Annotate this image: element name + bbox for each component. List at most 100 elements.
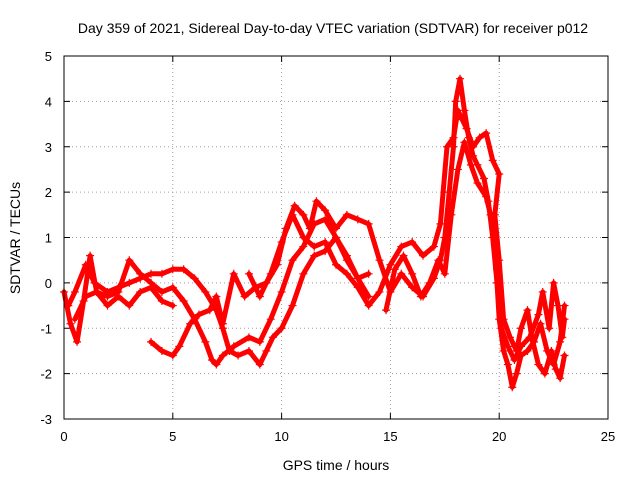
data-point <box>458 115 467 124</box>
data-point <box>503 360 512 369</box>
data-point <box>168 301 177 310</box>
x-tick-label: 10 <box>274 429 288 444</box>
data-point <box>462 124 471 133</box>
x-tick-label: 0 <box>60 429 67 444</box>
data-point <box>255 292 264 301</box>
data-point <box>64 301 73 310</box>
data-point <box>558 333 567 342</box>
data-point <box>332 260 340 269</box>
data-point <box>212 360 221 369</box>
x-axis-label: GPS time / hours <box>283 457 390 473</box>
data-point <box>310 251 319 260</box>
data-point <box>175 342 184 351</box>
data-point <box>321 206 330 215</box>
data-point <box>92 287 101 296</box>
x-tick-label: 15 <box>383 429 397 444</box>
data-point <box>244 269 253 278</box>
y-tick-label: 0 <box>45 276 52 291</box>
data-point <box>81 292 90 301</box>
data-point <box>194 310 203 319</box>
data-point <box>90 278 99 287</box>
data-point <box>399 251 408 260</box>
data-point <box>157 297 166 306</box>
data-point <box>534 360 543 369</box>
data-point <box>364 219 373 228</box>
y-tick-label: 2 <box>45 185 52 200</box>
data-point <box>523 306 532 315</box>
data-point <box>449 133 458 142</box>
data-point <box>179 297 188 306</box>
data-point <box>125 256 134 265</box>
y-tick-label: -2 <box>40 367 52 382</box>
y-tick-label: 4 <box>45 94 52 109</box>
data-point <box>277 238 286 247</box>
data-point <box>364 269 373 278</box>
data-point <box>73 337 82 346</box>
markers-track-3 <box>70 215 373 369</box>
data-point <box>157 346 166 355</box>
data-point <box>147 337 156 346</box>
data-point <box>397 269 406 278</box>
data-point <box>482 129 491 138</box>
data-point <box>201 337 210 346</box>
data-point <box>386 260 395 269</box>
data-point <box>466 160 475 169</box>
data-point <box>506 333 515 342</box>
data-point <box>103 292 112 301</box>
data-point <box>382 306 391 315</box>
data-point <box>540 369 549 378</box>
data-point <box>456 74 465 83</box>
data-point <box>516 324 525 333</box>
data-point <box>229 342 238 351</box>
data-point <box>147 269 156 278</box>
data-point <box>408 238 417 247</box>
data-point <box>190 274 199 283</box>
x-tick-labels: 0 5 10 15 20 25 <box>60 429 615 444</box>
data-point <box>168 351 177 360</box>
data-point <box>81 260 90 269</box>
series-track-4 <box>148 76 567 390</box>
data-point <box>475 133 484 142</box>
data-point <box>205 306 214 315</box>
data-point <box>277 324 286 333</box>
markers-track-6 <box>382 138 569 365</box>
data-point <box>218 319 227 328</box>
data-point <box>299 210 308 219</box>
data-point <box>268 333 277 342</box>
data-point <box>536 319 545 328</box>
data-point <box>486 210 495 219</box>
data-point <box>510 356 519 365</box>
y-tick-label: -1 <box>40 321 52 336</box>
y-tick-label: 3 <box>45 140 52 155</box>
data-point <box>453 106 462 115</box>
data-point <box>290 201 299 210</box>
y-axis-label: SDTVAR / TECUs <box>7 182 23 294</box>
data-point <box>499 346 508 355</box>
data-point <box>436 219 445 228</box>
data-point <box>419 251 428 260</box>
data-point <box>547 346 556 355</box>
data-point <box>508 383 517 392</box>
data-point <box>375 256 384 265</box>
data-point <box>556 374 565 383</box>
y-tick-label: -3 <box>40 412 52 427</box>
data-point <box>375 287 384 296</box>
y-tick-label: 1 <box>45 231 52 246</box>
series-track-6 <box>383 139 567 363</box>
data-point <box>445 188 454 197</box>
data-point <box>299 233 308 242</box>
data-point <box>332 224 340 233</box>
data-point <box>136 269 145 278</box>
data-point <box>157 287 166 296</box>
markers-track-5 <box>244 106 569 383</box>
data-point <box>523 346 532 355</box>
x-tick-label: 25 <box>601 429 615 444</box>
data-point <box>390 265 399 274</box>
data-point <box>179 265 188 274</box>
data-point <box>218 351 227 360</box>
data-point <box>168 283 177 292</box>
data-point <box>538 287 547 296</box>
x-tick-label: 5 <box>169 429 176 444</box>
data-point <box>553 301 562 310</box>
data-point <box>408 269 417 278</box>
